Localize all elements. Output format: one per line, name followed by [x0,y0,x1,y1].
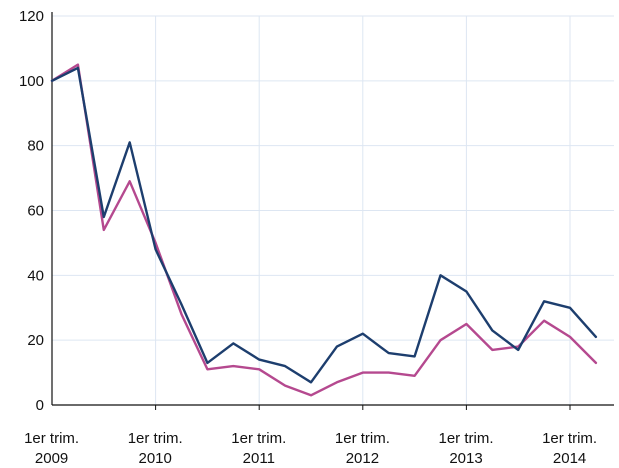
y-tick-label-2: 40 [27,267,44,284]
x-tick-labels: 1er trim. 2009 1er trim. 2010 1er trim. 2011 1… [24,430,597,467]
y-tick-label-3: 60 [27,203,44,220]
y-tick-labels: 0 20 40 60 80 100 120 [19,8,44,414]
axes [51,12,614,410]
x-tick-label-1: 1er trim. [128,430,183,447]
y-tick-label-4: 80 [27,138,44,155]
x-tick-year-4: 2013 [449,450,482,467]
y-tick-label-6: 120 [19,8,44,25]
x-tick-label-4: 1er trim. [438,430,493,447]
x-tick-label-3: 1er trim. [335,430,390,447]
y-tick-label-0: 0 [36,397,44,414]
x-tick-year-1: 2010 [139,450,172,467]
series-lines [50,63,598,397]
series-line-0 [50,63,598,397]
x-tick-label-0: 1er trim. [24,430,79,447]
x-tick-year-5: 2014 [553,450,586,467]
x-tick-year-2: 2011 [243,450,275,467]
x-tick-label-2: 1er trim. [231,430,286,447]
x-tick-label-5: 1er trim. [542,430,597,447]
series-line-1 [50,66,598,384]
x-tick-year-3: 2012 [346,450,379,467]
x-tick-year-0: 2009 [35,450,68,467]
y-tick-label-1: 20 [27,332,44,349]
y-tick-label-5: 100 [19,73,44,90]
